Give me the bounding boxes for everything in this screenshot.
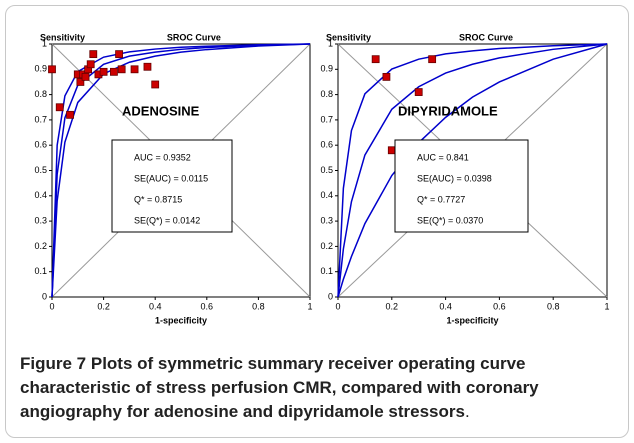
y-tick-label: 1 [42, 38, 47, 48]
x-axis-label: 1-specificity [155, 315, 207, 325]
x-tick-label: 0.4 [439, 301, 452, 311]
study-point [143, 62, 152, 71]
x-tick-label: 0.8 [252, 301, 265, 311]
x-tick-label: 0.6 [201, 301, 214, 311]
x-tick-label: 0 [49, 301, 54, 311]
stats-line: AUC = 0.841 [417, 152, 469, 162]
y-tick-label: 0.7 [320, 114, 333, 124]
y-tick-label: 0.4 [320, 190, 333, 200]
y-tick-label: 0.4 [34, 190, 47, 200]
study-point [110, 67, 118, 76]
study-point [371, 55, 380, 64]
x-tick-label: 0.4 [149, 301, 162, 311]
figure-frame [5, 5, 629, 438]
sroc-curve [337, 43, 608, 298]
y-tick-label: 0.8 [320, 89, 333, 99]
sroc-curve [337, 43, 608, 298]
study-point [117, 65, 126, 74]
caption: Figure 7 Plots of symmetric summary rece… [20, 352, 620, 424]
y-tick-label: 0.3 [320, 215, 333, 225]
study-point [76, 78, 85, 86]
study-point [151, 80, 160, 89]
x-tick-label: 0.2 [386, 301, 399, 311]
stats-line: SE(Q*) = 0.0370 [417, 215, 483, 225]
y-tick-label: 0.1 [320, 266, 333, 276]
study-point [414, 88, 423, 96]
stats-box [394, 139, 529, 233]
y-tick-label: 0.9 [34, 64, 47, 74]
sroc-curve [51, 43, 311, 298]
x-tick-label: 0.6 [493, 301, 506, 311]
caption-text: Plots of symmetric summary receiver oper… [20, 354, 539, 421]
caption-end: . [464, 402, 470, 421]
study-point [115, 50, 123, 59]
x-axis-label: 1-specificity [446, 315, 498, 325]
stats-box [111, 139, 233, 233]
y-axis-label: Sensitivity [40, 32, 85, 42]
stats-line: SE(AUC) = 0.0115 [134, 173, 208, 183]
y-tick-label: 0.9 [320, 64, 333, 74]
x-tick-label: 1 [604, 301, 609, 311]
study-point [48, 65, 56, 74]
x-tick-label: 0 [335, 301, 340, 311]
study-point [428, 55, 437, 64]
y-tick-label: 0.6 [34, 140, 47, 150]
y-tick-label: 0.8 [34, 89, 47, 99]
y-tick-label: 0.1 [34, 266, 47, 276]
y-tick-label: 0.6 [320, 140, 333, 150]
chart-title: SROC Curve [459, 32, 513, 42]
study-point [382, 72, 391, 81]
stats-line: AUC = 0.9352 [134, 152, 191, 162]
y-tick-label: 0 [42, 291, 47, 301]
study-point [89, 50, 98, 59]
annotation: ADENOSINE [122, 103, 200, 118]
study-point [81, 72, 90, 81]
sroc-curve [51, 43, 311, 298]
caption-label: Figure 7 [20, 354, 87, 373]
y-tick-label: 0.5 [320, 165, 333, 175]
study-point [99, 67, 108, 76]
x-tick-label: 1 [307, 301, 312, 311]
figure: 0 0.1 0.2 0.3 0.4 0.5 0.6 0.7 0.8 0.9 1 0 0.2 0.4 0.6 0… [34, 32, 609, 325]
stats-line: Q* = 0.8715 [134, 194, 182, 204]
x-tick-label: 0.8 [547, 301, 560, 311]
study-point [55, 103, 64, 112]
x-tick-label: 0.2 [97, 301, 110, 311]
study-point [66, 110, 74, 119]
y-tick-label: 0 [328, 291, 333, 301]
chart-title: SROC Curve [167, 32, 221, 42]
stats-line: SE(AUC) = 0.0398 [417, 173, 492, 183]
y-tick-label: 0.7 [34, 114, 47, 124]
y-axis-label: Sensitivity [326, 32, 371, 42]
annotation: DIPYRIDAMOLE [398, 103, 498, 118]
y-tick-label: 0.5 [34, 165, 47, 175]
stats-line: SE(Q*) = 0.0142 [134, 215, 200, 225]
sroc-curve [51, 43, 311, 298]
study-point [86, 60, 95, 69]
y-tick-label: 1 [328, 38, 333, 48]
study-point [387, 146, 396, 155]
y-tick-label: 0.3 [34, 215, 47, 225]
y-tick-label: 0.2 [320, 241, 333, 251]
study-point [130, 65, 139, 74]
y-tick-label: 0.2 [34, 241, 47, 251]
stats-line: Q* = 0.7727 [417, 194, 465, 204]
